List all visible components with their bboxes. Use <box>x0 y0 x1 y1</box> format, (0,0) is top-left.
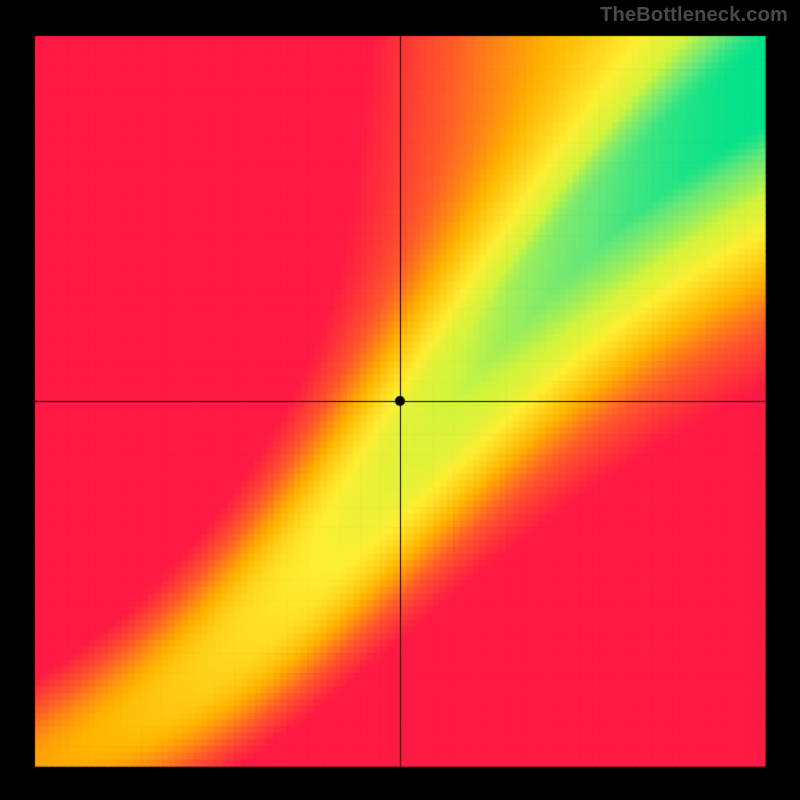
watermark-text: TheBottleneck.com <box>600 4 788 27</box>
chart-container: TheBottleneck.com <box>0 0 800 800</box>
heatmap-canvas <box>0 0 800 800</box>
